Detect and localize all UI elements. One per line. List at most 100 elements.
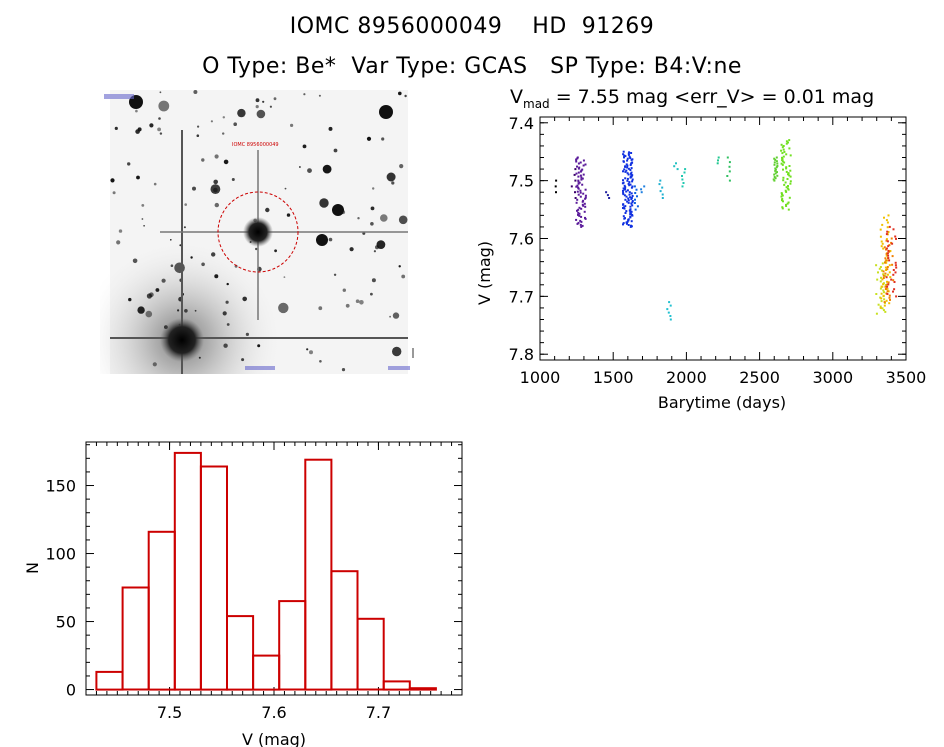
lc-point	[629, 176, 632, 179]
lc-point	[581, 200, 584, 203]
lc-point	[886, 287, 889, 290]
sky-star	[322, 164, 332, 174]
sky-star	[398, 265, 401, 268]
lc-point	[681, 185, 684, 188]
lc-point	[626, 177, 629, 180]
lc-point	[894, 264, 897, 267]
lc-point	[883, 301, 886, 304]
lc-point	[575, 218, 578, 221]
sky-star	[137, 306, 145, 314]
lc-point	[681, 178, 684, 181]
sky-star	[231, 178, 235, 181]
lc-point	[774, 168, 777, 171]
lc-point	[584, 205, 587, 208]
sky-star	[370, 206, 375, 211]
lc-point	[883, 291, 885, 294]
lc-point	[894, 235, 897, 238]
lc-point	[630, 186, 633, 189]
lc-point	[879, 235, 882, 238]
lc-point	[627, 173, 630, 176]
sky-star	[245, 332, 249, 336]
lc-point	[621, 182, 624, 185]
lc-point	[574, 191, 576, 194]
lc-point	[891, 263, 894, 266]
lc-point	[627, 199, 630, 202]
lc-point	[628, 209, 631, 212]
hist-x-tick-label: 7.5	[157, 703, 182, 722]
lc-point	[630, 202, 633, 205]
lc-x-tick-label: 1000	[520, 368, 561, 387]
lc-point	[580, 215, 583, 218]
lc-point	[789, 180, 792, 183]
lc-point	[580, 225, 583, 228]
lc-point	[577, 193, 580, 196]
lc-point	[726, 156, 729, 159]
sky-star	[222, 116, 225, 119]
sky-star	[225, 300, 229, 304]
sky-star	[213, 179, 218, 185]
lc-point	[781, 160, 784, 163]
lc-point	[624, 177, 627, 180]
sky-star	[183, 226, 186, 229]
sky-star	[241, 358, 245, 362]
lc-point	[888, 271, 891, 274]
lc-point	[885, 247, 888, 250]
lc-point	[584, 163, 587, 166]
sky-star	[214, 154, 219, 159]
lc-point	[880, 245, 883, 248]
sky-star	[355, 299, 360, 303]
lc-point	[884, 310, 887, 313]
lc-point	[582, 204, 585, 207]
hist-bar	[173, 451, 202, 691]
hist-y-tick-label: 50	[56, 613, 76, 632]
lc-point	[659, 190, 662, 193]
lc-point	[886, 280, 888, 283]
sky-star	[214, 274, 219, 279]
sky-star	[255, 247, 258, 251]
lc-point	[886, 293, 889, 295]
lc-point	[890, 241, 893, 244]
lc-point	[887, 245, 890, 248]
lc-point	[789, 182, 792, 185]
sky-star	[341, 368, 346, 372]
lc-point	[776, 171, 778, 174]
sky-star	[137, 127, 142, 132]
lc-point	[630, 158, 633, 161]
lc-point	[574, 197, 577, 199]
lc-point	[880, 276, 882, 279]
lc-point	[717, 156, 720, 159]
lc-point	[576, 190, 579, 193]
sky-star	[149, 292, 154, 297]
lc-point	[622, 150, 625, 153]
lc-point	[875, 293, 878, 295]
sky-star	[192, 186, 196, 191]
lc-point	[786, 187, 789, 190]
sky-star	[359, 300, 364, 305]
lc-point	[886, 221, 889, 224]
lc-point	[775, 166, 778, 169]
lc-point	[881, 242, 884, 245]
lc-point	[884, 288, 887, 290]
sky-star	[110, 178, 115, 183]
sky-star	[328, 126, 333, 131]
sky-star	[141, 218, 144, 220]
sky-star	[299, 166, 301, 168]
lc-point	[775, 156, 778, 159]
lc-point	[884, 266, 887, 269]
sky-star	[262, 100, 265, 103]
lc-point	[877, 303, 880, 306]
lc-point	[631, 200, 634, 202]
lc-point	[879, 306, 882, 309]
lc-point	[880, 285, 883, 288]
lc-point	[786, 178, 789, 180]
hist-x-axis-label: V (mag)	[242, 730, 306, 747]
lc-point	[630, 196, 633, 199]
lc-point	[625, 190, 628, 193]
lc-point	[624, 205, 627, 208]
lc-point	[629, 213, 632, 216]
lc-point	[575, 172, 578, 175]
lc-point	[629, 183, 632, 186]
target-circle	[217, 191, 299, 273]
lc-point	[630, 172, 632, 175]
lc-point	[584, 197, 587, 200]
